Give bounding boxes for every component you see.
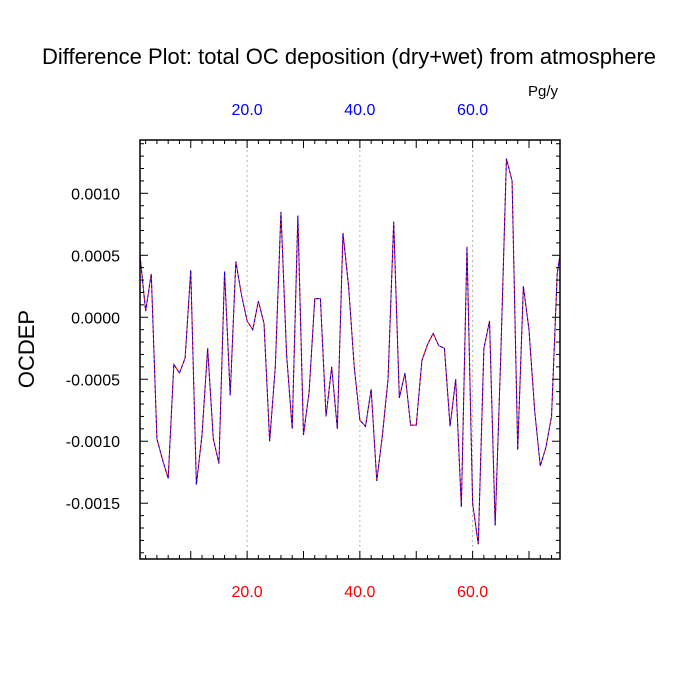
series-line-blue xyxy=(139,158,561,545)
series-layer xyxy=(139,158,561,545)
x-tick-label-top: 60.0 xyxy=(457,102,488,119)
y-tick-label: 0.0000 xyxy=(71,310,120,327)
x-tick-label-bottom: 60.0 xyxy=(457,584,488,601)
y-tick-label: 0.0005 xyxy=(71,248,120,265)
x-tick-label-bottom: 40.0 xyxy=(344,584,375,601)
x-tick-label-bottom: 20.0 xyxy=(232,584,263,601)
y-tick-label: 0.0010 xyxy=(71,186,120,203)
grid-layer xyxy=(246,140,474,559)
units-label: Pg/y xyxy=(528,83,559,100)
series-line-red xyxy=(139,158,561,545)
y-axis-label: OCDEP xyxy=(14,310,39,388)
plot-frame xyxy=(139,139,561,560)
y-tick-label: -0.0010 xyxy=(66,434,120,451)
ticks-layer xyxy=(140,140,560,559)
tick-labels-layer: 0.0010 0.0005 0.0000 -0.0005 -0.0010 -0.0015 2… xyxy=(66,102,489,601)
y-tick-label: -0.0015 xyxy=(66,496,120,513)
chart-title: Difference Plot: total OC deposition (dr… xyxy=(42,44,656,69)
x-tick-label-top: 40.0 xyxy=(344,102,375,119)
x-tick-label-top: 20.0 xyxy=(232,102,263,119)
y-tick-label: -0.0005 xyxy=(66,372,120,389)
